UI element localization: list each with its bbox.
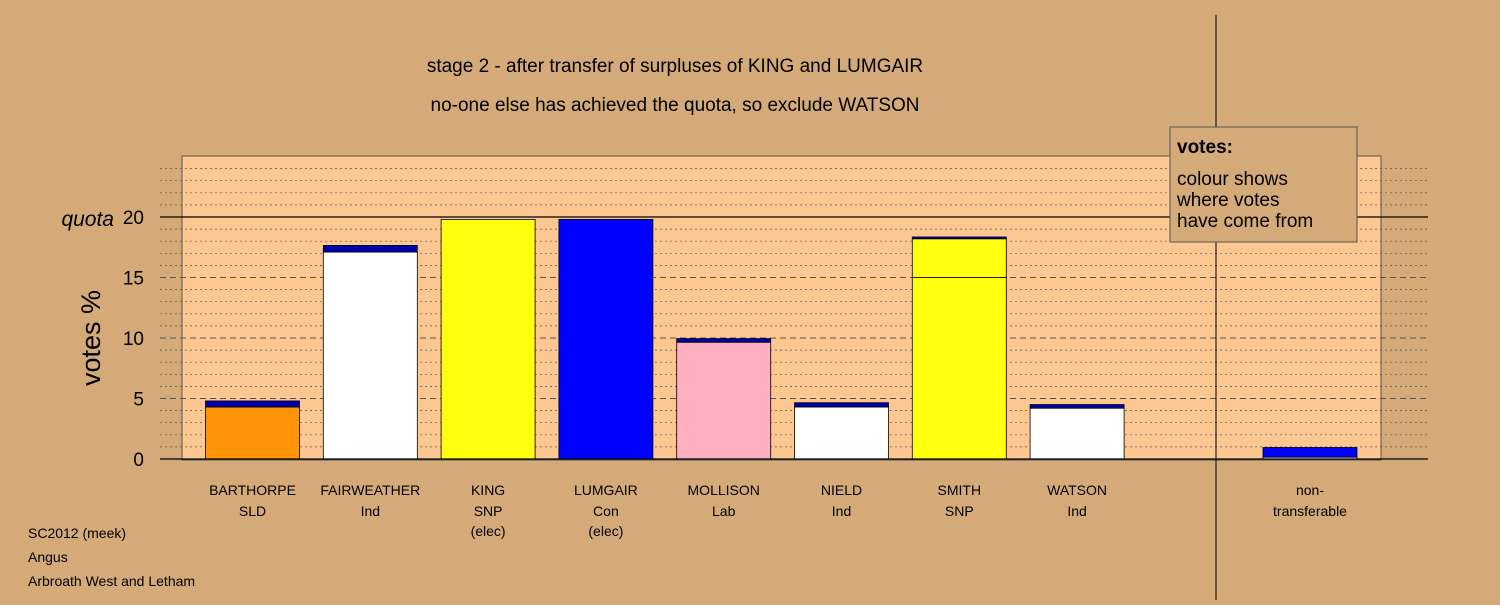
bar-segment <box>440 219 536 460</box>
candidate-party-label: Ind <box>832 503 851 519</box>
bar-segment <box>322 251 418 460</box>
y-axis-label: votes % <box>76 290 106 386</box>
candidate-name-label: FAIRWEATHER <box>320 482 420 498</box>
bar-segment <box>794 406 889 460</box>
candidate-name-label: LUMGAIR <box>574 482 638 498</box>
nontransferable-bar-segment <box>1262 447 1358 458</box>
chart-subtitle: no-one else has achieved the quota, so e… <box>431 95 920 116</box>
quota-label: quota <box>61 208 114 231</box>
candidate-name-label: SMITH <box>938 482 982 498</box>
nontransferable-label-line-1: non- <box>1296 482 1324 498</box>
legend-line-1: colour shows <box>1177 169 1288 190</box>
footer-council: Angus <box>28 549 68 565</box>
footer-ward: Arbroath West and Letham <box>28 573 195 589</box>
y-tick-label: 0 <box>133 450 144 471</box>
candidate-name-label: NIELD <box>821 482 862 498</box>
candidate-name-label: MOLLISON <box>688 482 760 498</box>
y-axis-ticks: 0 5 10 15 20 quota <box>61 208 144 471</box>
x-axis-labels: BARTHORPE SLD FAIRWEATHER Ind KING SNP (elec) L… <box>209 482 1347 539</box>
candidate-party-label: SNP <box>945 503 974 519</box>
chart-title: stage 2 - after transfer of surpluses of… <box>427 56 923 77</box>
bar-segment <box>911 236 1007 240</box>
candidate-party-label: Ind <box>361 503 380 519</box>
candidate-party-label: Con <box>593 503 619 519</box>
candidate-party-label: Lab <box>712 503 736 519</box>
legend-line-3: have come from <box>1177 211 1313 232</box>
legend-box <box>1169 126 1358 243</box>
bar-segment <box>911 238 1007 278</box>
candidate-name-label: WATSON <box>1047 482 1107 498</box>
bar-segment <box>322 245 418 253</box>
candidate-status-label: (elec) <box>588 523 623 539</box>
y-tick-label: 20 <box>123 208 144 229</box>
y-tick-label: 5 <box>133 390 144 411</box>
bar-segment <box>1029 407 1125 460</box>
candidate-status-label: (elec) <box>471 523 506 539</box>
candidate-name-label: BARTHORPE <box>209 482 296 498</box>
y-tick-label: 10 <box>123 329 144 350</box>
nontransferable-label-line-2: transferable <box>1273 503 1347 519</box>
candidate-party-label: SLD <box>239 503 266 519</box>
y-tick-label: 15 <box>123 269 144 290</box>
bars-group <box>205 219 1358 460</box>
bar-segment <box>205 400 300 408</box>
bar-segment <box>794 402 889 408</box>
footer-election: SC2012 (meek) <box>28 525 126 541</box>
bar-segment <box>676 338 772 343</box>
bar-segment <box>1029 404 1125 409</box>
candidate-name-label: KING <box>471 482 505 498</box>
bar-segment <box>558 219 654 460</box>
candidate-party-label: Ind <box>1067 503 1086 519</box>
bar-segment <box>911 277 1007 460</box>
legend-heading: votes: <box>1177 137 1233 158</box>
candidate-party-label: SNP <box>474 503 503 519</box>
legend: votes: colour shows where votes have com… <box>1169 126 1358 243</box>
bar-segment <box>676 341 772 460</box>
bar-segment <box>205 406 300 460</box>
legend-line-2: where votes <box>1176 190 1279 211</box>
